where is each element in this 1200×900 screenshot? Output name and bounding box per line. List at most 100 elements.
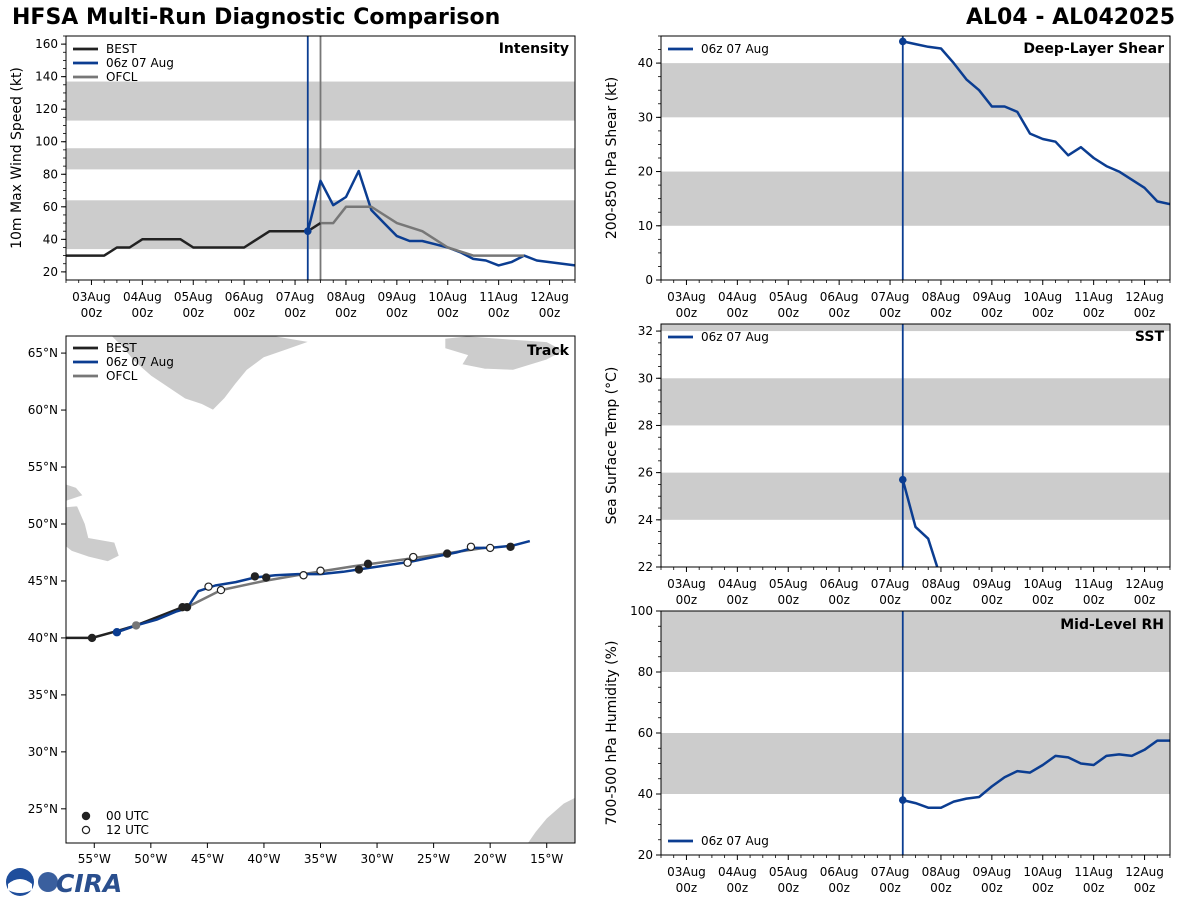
track-lat-label: 50°N [28,517,58,531]
shear-xtick-hour: 00z [777,306,799,320]
sst-run-start-point [898,475,907,484]
track-marker-legend-label: 00 UTC [106,809,149,823]
sst-title: SST [1135,329,1165,345]
shear-band-1 [661,63,1170,118]
sst-panel: 22 24 26 28 30 32 03Aug 00z 04Aug 00z 05Aug 00z 06Au… [604,323,1171,607]
shear-xtick-hour: 00z [727,306,749,320]
rh-xtick-day: 04Aug [718,865,757,879]
intensity-xtick-day: 03Aug [72,290,111,304]
sst-xtick-day: 10Aug [1023,577,1062,591]
rh-ytick-label: 40 [638,787,653,801]
track-legend-label-ofcl: OFCL [106,369,138,383]
sst-xtick-day: 03Aug [667,577,706,591]
track-marker-00utc [363,559,373,569]
shear-xtick-hour: 00z [930,306,952,320]
track-line-ofcl [116,546,485,634]
intensity-title: Intensity [499,41,569,57]
track-marker-12utc [485,543,495,553]
intensity-xtick-day: 05Aug [174,290,213,304]
track-marker-00utc [250,572,260,581]
sst-legend-label-run: 06z 07 Aug [701,330,769,344]
track-lat-label: 60°N [28,403,58,417]
rh-xtick-day: 10Aug [1023,865,1062,879]
track-marker-12utc [316,566,325,575]
track-legend-label-best: BEST [106,341,137,355]
sst-xtick-day: 08Aug [922,577,961,591]
intensity-xtick-day: 10Aug [428,290,467,304]
track-lon-label: 25°W [417,852,450,866]
sst-xtick-day: 11Aug [1074,577,1113,591]
shear-ytick-label: 20 [638,165,653,179]
rh-legend-label-run: 06z 07 Aug [701,834,769,848]
intensity-plot-area [66,36,575,280]
rh-ytick-label: 20 [638,848,653,862]
rh-xtick-day: 06Aug [820,865,859,879]
intensity-xtick-day: 11Aug [479,290,518,304]
rh-ytick-label: 80 [638,665,653,679]
intensity-ytick-label: 80 [43,167,58,181]
intensity-xtick-hour: 00z [81,306,103,320]
intensity-legend-label-ofcl: OFCL [106,70,138,84]
rh-xtick-day: 09Aug [972,865,1011,879]
sst-xtick-hour: 00z [828,593,850,607]
sst-ytick-label: 30 [638,371,653,385]
rh-xtick-hour: 00z [676,881,698,895]
intensity-xtick-hour: 00z [284,306,306,320]
intensity-ytick-label: 60 [43,200,58,214]
intensity-legend-label-run: 06z 07 Aug [106,56,174,70]
shear-xtick-hour: 00z [676,306,698,320]
rh-xtick-hour: 00z [828,881,850,895]
intensity-xtick-hour: 00z [335,306,357,320]
track-lat-label: 65°N [28,346,58,360]
intensity-xtick-hour: 00z [132,306,154,320]
track-lon-label: 45°W [191,852,224,866]
track-marker-00utc [442,549,452,558]
track-line-best [66,605,187,640]
shear-title: Deep-Layer Shear [1023,41,1164,57]
sst-band-0 [661,472,1170,520]
intensity-ytick-label: 120 [35,102,58,116]
rh-xtick-day: 11Aug [1074,865,1113,879]
track-lon-label: 30°W [360,852,393,866]
shear-xtick-hour: 00z [1032,306,1054,320]
intensity-xtick-day: 09Aug [377,290,416,304]
sst-xtick-day: 06Aug [820,577,859,591]
intensity-xtick-hour: 00z [488,306,510,320]
intensity-xtick-hour: 00z [182,306,204,320]
sst-xtick-hour: 00z [981,593,1003,607]
track-lat-label: 35°N [28,688,58,702]
sst-plot-area [661,324,1170,567]
track-lon-label: 35°W [304,852,337,866]
shear-xtick-day: 11Aug [1074,290,1113,304]
rh-ylabel: 700-500 hPa Humidity (%) [604,641,620,826]
shear-legend-label-run: 06z 07 Aug [701,42,769,56]
track-marker-legend-symbol [81,811,91,821]
shear-xtick-day: 09Aug [972,290,1011,304]
intensity-ytick-label: 160 [35,37,58,51]
rh-ytick-label: 100 [630,604,653,618]
rh-title: Mid-Level RH [1060,617,1164,633]
rh-band-1 [661,611,1170,672]
iceland-land [444,336,565,371]
track-marker-12utc [204,582,213,591]
shear-xtick-day: 03Aug [667,290,706,304]
track-marker-legend-symbol [81,825,91,835]
intensity-xtick-day: 07Aug [276,290,315,304]
track-marker-00utc [262,573,271,582]
sst-xtick-hour: 00z [930,593,952,607]
rh-xtick-hour: 00z [879,881,901,895]
sst-ytick-label: 24 [638,513,653,527]
shear-ytick-label: 40 [638,56,653,70]
rh-xtick-hour: 00z [727,881,749,895]
track-marker-12utc [299,571,308,580]
track-marker-12utc [466,542,476,551]
track-lon-label: 55°W [78,852,111,866]
rh-run-start-point [898,796,907,804]
rh-panel: 20 40 60 80 100 03Aug 00z 04Aug 00z 05Aug 00z 06Aug… [604,604,1171,895]
sst-xtick-hour: 00z [727,593,749,607]
sst-ytick-label: 22 [638,560,653,574]
sst-series-run [901,479,939,567]
rh-plot-area [661,611,1170,855]
storm-id: AL04 - AL042025 [966,5,1175,30]
rh-xtick-hour: 00z [1032,881,1054,895]
